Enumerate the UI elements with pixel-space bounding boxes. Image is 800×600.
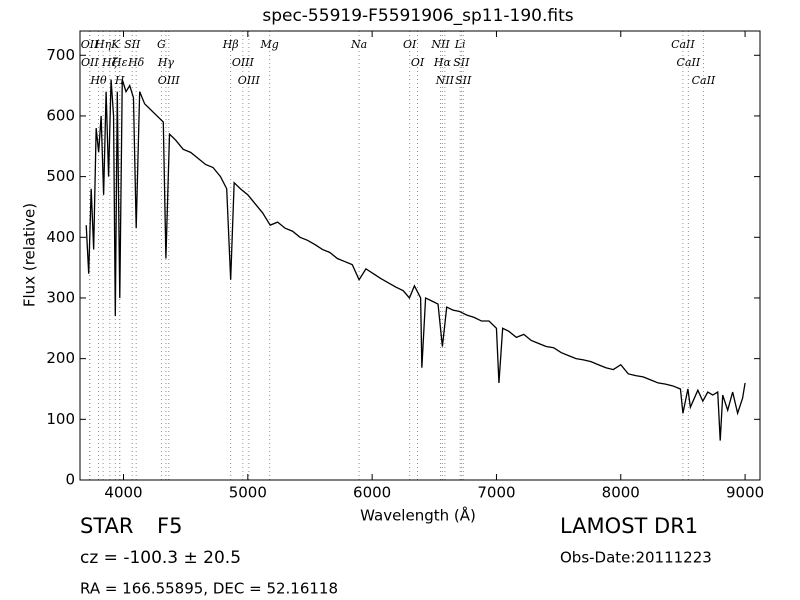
spectral-line-label: NII xyxy=(430,38,450,51)
chart-title: spec-55919-F5591906_sp11-190.fits xyxy=(262,6,573,26)
spectral-line-label: Hη xyxy=(94,38,112,51)
y-tick-label: 400 xyxy=(46,228,75,246)
spectral-line-label: Hθ xyxy=(89,74,107,87)
y-tick-label: 700 xyxy=(46,46,75,64)
spectral-line-label: OII xyxy=(81,38,99,51)
spectral-line-label: Hβ xyxy=(222,38,239,51)
y-tick-label: 200 xyxy=(46,349,75,367)
spectral-line-label: CaII xyxy=(671,38,695,51)
x-axis-label: Wavelength (Å) xyxy=(360,506,476,525)
spectral-line-label: Hε xyxy=(111,56,128,69)
object-class: STAR xyxy=(80,514,133,538)
spectral-line-label: OI xyxy=(411,56,425,69)
y-tick-label: 300 xyxy=(46,288,75,306)
x-tick-label: 8000 xyxy=(602,484,640,502)
x-tick-label: 7000 xyxy=(477,484,515,502)
redshift: cz = -100.3 ± 20.5 xyxy=(80,548,241,568)
spectral-line-label: Li xyxy=(454,38,466,51)
spectral-line-label: CaII xyxy=(692,74,716,87)
spectral-line-label: Hα xyxy=(433,56,452,69)
spectral-line-label: SII xyxy=(124,38,141,51)
y-tick-label: 0 xyxy=(65,471,75,489)
y-tick-label: 100 xyxy=(46,410,75,428)
spectrum-line xyxy=(85,79,746,441)
spectral-line-label: Hζ xyxy=(101,56,119,69)
spectral-line-label: SII xyxy=(455,74,472,87)
y-axis-label: Flux (relative) xyxy=(21,203,39,307)
obs-date: Obs-Date:20111223 xyxy=(560,549,712,567)
spectral-line-label: SII xyxy=(453,56,470,69)
spectral-line-label: NII xyxy=(435,74,455,87)
x-tick-label: 9000 xyxy=(726,484,764,502)
y-tick-label: 600 xyxy=(46,106,75,124)
spectral-line-label: Mg xyxy=(260,38,279,51)
x-tick-label: 5000 xyxy=(229,484,267,502)
spectral-line-label: Hδ xyxy=(127,56,145,69)
coordinates: RA = 166.55895, DEC = 52.16118 xyxy=(80,580,338,598)
spectral-line-label: OIII xyxy=(232,56,255,69)
spectral-line-label: Na xyxy=(350,38,367,51)
spectral-line-label: K xyxy=(110,38,120,51)
y-tick-label: 500 xyxy=(46,167,75,185)
survey: LAMOST DR1 xyxy=(560,514,698,538)
x-tick-label: 4000 xyxy=(104,484,142,502)
plot-frame xyxy=(79,30,761,481)
subclass: F5 xyxy=(157,514,182,538)
spectral-line-label: OIII xyxy=(238,74,261,87)
spectral-line-label: CaII xyxy=(677,56,701,69)
spectral-line-label: G xyxy=(157,38,166,51)
spectral-line-label: OII xyxy=(81,56,99,69)
x-tick-label: 6000 xyxy=(353,484,391,502)
spectral-line-label: H xyxy=(114,74,125,87)
spectral-line-label: OI xyxy=(403,38,417,51)
spectral-line-label: OIII xyxy=(158,74,181,87)
spectral-line-label: Hγ xyxy=(157,56,175,69)
